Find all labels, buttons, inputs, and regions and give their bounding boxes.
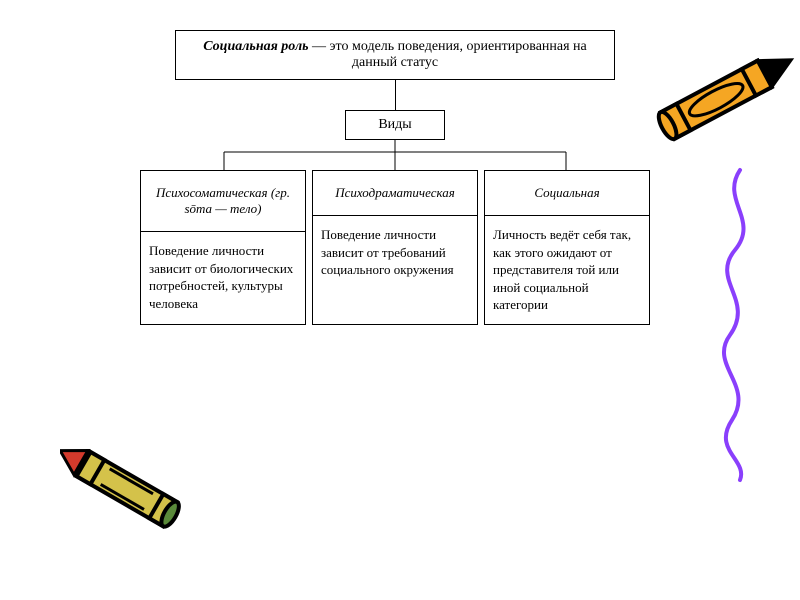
leaf-columns: Психосоматическая (гр. sōma — тело) Пове… [140, 170, 650, 325]
root-term: Социальная роль [203, 39, 308, 54]
leaf-node: Психосоматическая (гр. sōma — тело) Пове… [140, 170, 306, 325]
hierarchy-diagram: Социальная роль — это модель поведения, … [140, 30, 650, 325]
mid-label: Виды [378, 117, 411, 132]
leaf-body: Личность ведёт себя так, как этого ожи­д… [485, 216, 649, 324]
branch-connector [140, 140, 650, 170]
branch-lines-icon [140, 140, 650, 170]
squiggle-right-icon [700, 160, 780, 490]
mid-node: Виды [345, 110, 445, 140]
leaf-node: Социальная Личность ведёт себя так, как … [484, 170, 650, 325]
connector-root-to-mid [395, 80, 396, 110]
crayon-top-right-icon [640, 10, 800, 180]
root-def: — это модель поведения, ориентированная … [309, 39, 587, 70]
leaf-node: Психодрама­тическая Поведение лич­ности … [312, 170, 478, 325]
root-node: Социальная роль — это модель поведения, … [175, 30, 615, 80]
leaf-body: Поведение лич­ности зависит от требовани… [313, 216, 477, 289]
leaf-body: Поведение личности зависит от биологи­че… [141, 232, 305, 322]
leaf-heading: Психосоматическая (гр. sōma — тело) [141, 171, 305, 232]
leaf-heading: Психодрама­тическая [313, 171, 477, 216]
leaf-heading: Социальная [485, 171, 649, 216]
crayon-bottom-left-icon [60, 430, 210, 560]
